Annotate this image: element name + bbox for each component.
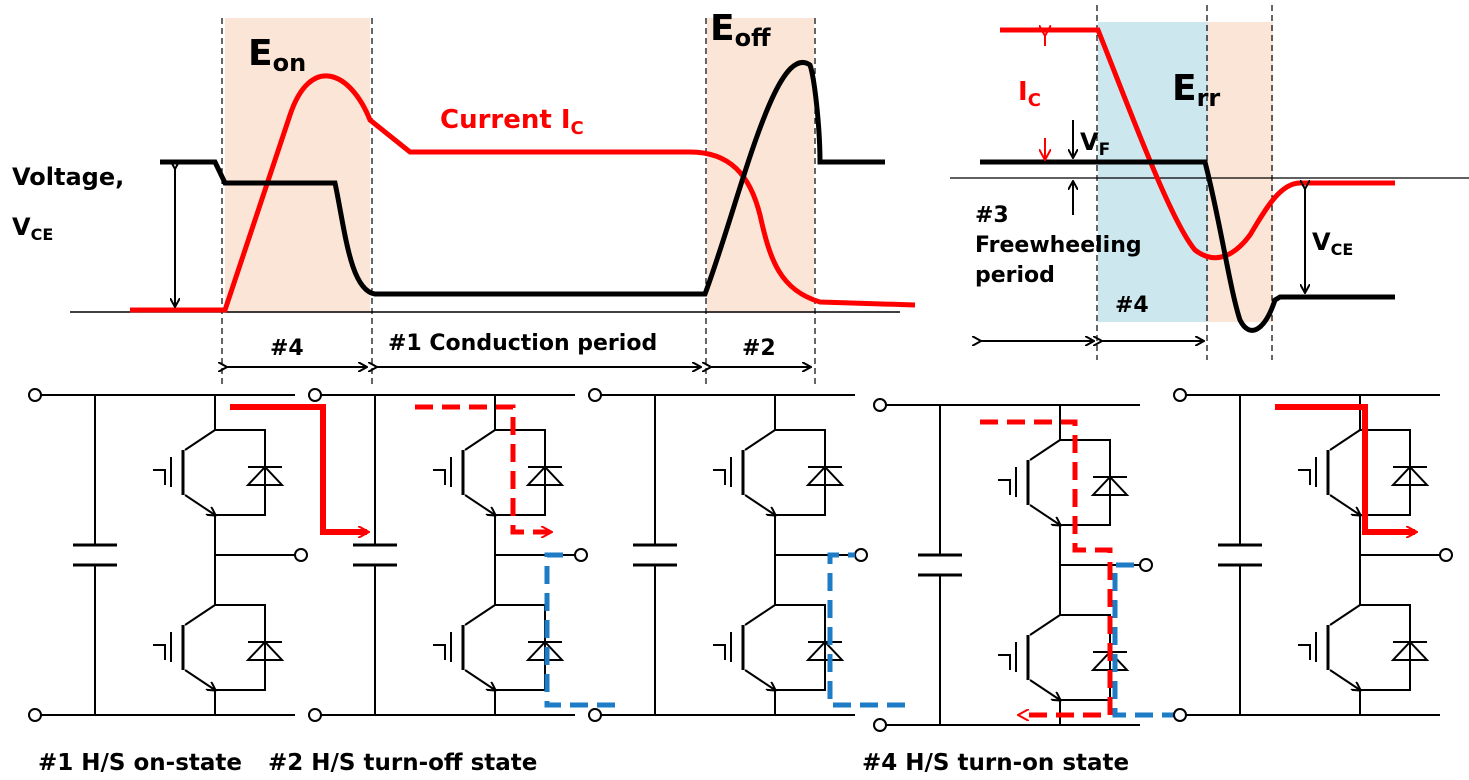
freewheel-path: [1112, 562, 1180, 718]
period-4-label: #4: [270, 336, 304, 361]
current-label: Current IC: [440, 105, 584, 139]
voltage-label: Voltage,: [12, 163, 124, 191]
vf-label: VF: [1080, 128, 1110, 160]
current-waveform: [130, 73, 916, 313]
diode-voltage: [980, 159, 1395, 333]
vce-label: VCE: [12, 213, 53, 244]
ic-label: IC: [1018, 77, 1041, 111]
current-path: [1275, 404, 1415, 532]
freewheel-path: [827, 552, 905, 708]
circuit-4: [874, 399, 1180, 731]
circuit-3: [589, 389, 905, 721]
current-path: [230, 404, 367, 532]
diode-current: [1000, 27, 1395, 261]
current-path: [980, 419, 1113, 715]
eon-label: Eon: [248, 33, 306, 77]
freewheel-label-2: Freewheeling: [975, 233, 1142, 258]
period-2-label: #2: [742, 336, 776, 361]
circuit-5: [1174, 389, 1452, 721]
circuit-1: [29, 389, 367, 721]
caption-2: #2 H/S turn-off state: [268, 750, 537, 776]
eon-region: [225, 18, 370, 313]
freewheel-path: [544, 552, 615, 708]
freewheel-label-1: #3: [975, 203, 1009, 228]
err-region: [1208, 22, 1273, 322]
voltage-waveform: [160, 60, 885, 297]
eoff-label: Eoff: [710, 8, 771, 52]
caption-1: #1 H/S on-state: [38, 750, 242, 776]
circuit-2: [309, 389, 615, 721]
freewheel-label-3: period: [975, 263, 1055, 288]
eoff-region: [707, 18, 814, 313]
right-period-4-label: #4: [1115, 293, 1149, 318]
caption-4: #4 H/S turn-on state: [862, 750, 1129, 776]
period-1-label: #1 Conduction period: [388, 331, 657, 356]
right-vce-label: VCE: [1312, 228, 1353, 259]
err-label: Err: [1172, 68, 1220, 112]
